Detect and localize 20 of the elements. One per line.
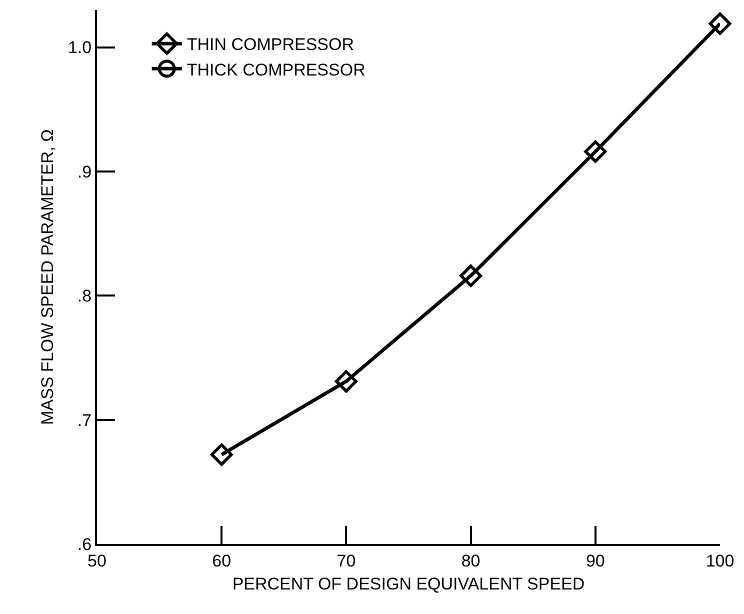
x-tick-label: 90	[586, 551, 605, 570]
x-tick-label: 70	[336, 551, 356, 570]
legend-label: THICK COMPRESSOR	[186, 60, 366, 80]
point	[460, 264, 482, 288]
y-tick-label: 1.0	[68, 38, 92, 58]
x-tick-label: 100	[706, 551, 734, 570]
y-tick-label: .7	[77, 410, 92, 430]
point	[210, 443, 233, 466]
x-tick-label: 50	[88, 551, 106, 570]
x-tick-label: 80	[461, 551, 480, 570]
y-tick-label: .8	[77, 286, 92, 306]
x-axis-title: PERCENT OF DESIGN EQUIVALENT SPEED	[232, 574, 585, 594]
y-tick-label: .6	[77, 534, 92, 554]
point	[584, 140, 607, 163]
point	[708, 12, 732, 35]
x-tick-label: 60	[212, 551, 232, 570]
y-axis-title: MASS FLOW SPEED PARAMETER, Ω	[38, 129, 58, 425]
point	[334, 370, 358, 393]
legend-label: THIN COMPRESSOR	[186, 35, 354, 54]
y-tick-label: .9	[77, 162, 92, 182]
